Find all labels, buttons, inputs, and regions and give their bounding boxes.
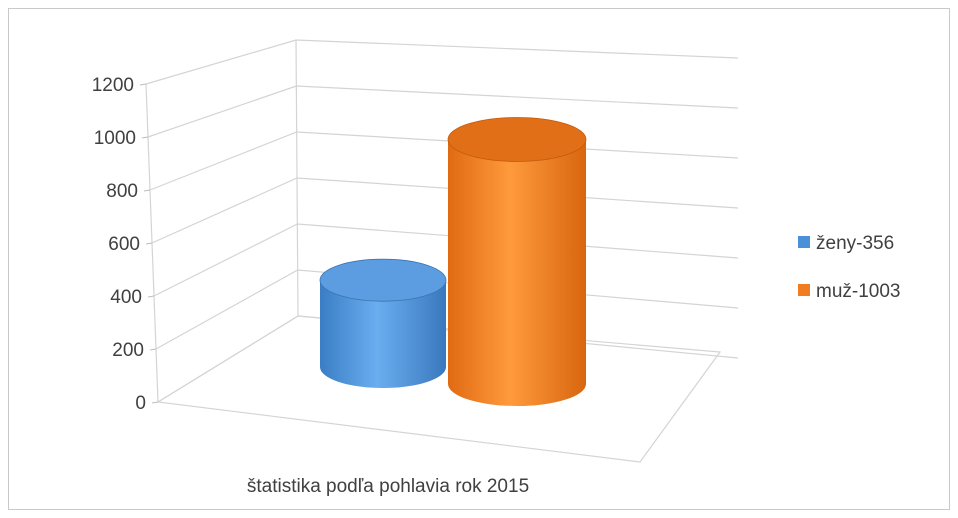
y-tick-label: 1000 <box>94 128 136 149</box>
gridlines <box>139 39 739 404</box>
legend-label-zeny: ženy-356 <box>816 233 894 254</box>
bar-zeny <box>319 258 447 388</box>
y-tick-mark <box>145 242 153 245</box>
gridline <box>157 315 739 403</box>
gridline <box>147 85 739 138</box>
y-tick-mark <box>147 295 155 298</box>
y-tick-label: 1200 <box>92 75 134 96</box>
cylinder-top <box>447 117 587 162</box>
y-tick-label: 400 <box>110 287 142 308</box>
x-axis-category-label: štatistika podľa pohlavia rok 2015 <box>247 476 529 497</box>
legend-label-muz: muž-1003 <box>816 281 901 302</box>
gridline <box>155 269 739 350</box>
y-tick-mark <box>151 401 159 404</box>
y-tick-label: 800 <box>106 181 138 202</box>
y-tick-mark <box>139 83 147 86</box>
legend-swatch-muz <box>798 284 810 296</box>
y-tick-label: 600 <box>108 234 140 255</box>
y-tick-label: 0 <box>135 393 146 414</box>
y-tick-mark <box>141 136 149 139</box>
y-tick-mark <box>149 348 157 351</box>
gridline <box>153 223 739 297</box>
y-tick-label: 200 <box>112 340 144 361</box>
legend: ženy-356 muž-1003 <box>798 233 901 302</box>
cylinder-body <box>448 139 586 406</box>
legend-swatch-zeny <box>798 236 810 248</box>
gridline <box>151 177 739 244</box>
bar-muz <box>447 117 587 406</box>
gridline <box>149 131 739 191</box>
bars <box>319 117 587 406</box>
gridline <box>145 39 739 85</box>
y-tick-mark <box>143 189 151 192</box>
cylinder-body <box>320 280 446 388</box>
cylinder-top <box>319 258 447 302</box>
y-axis-tick-labels: 0 200 400 600 800 1000 1200 <box>92 75 146 414</box>
